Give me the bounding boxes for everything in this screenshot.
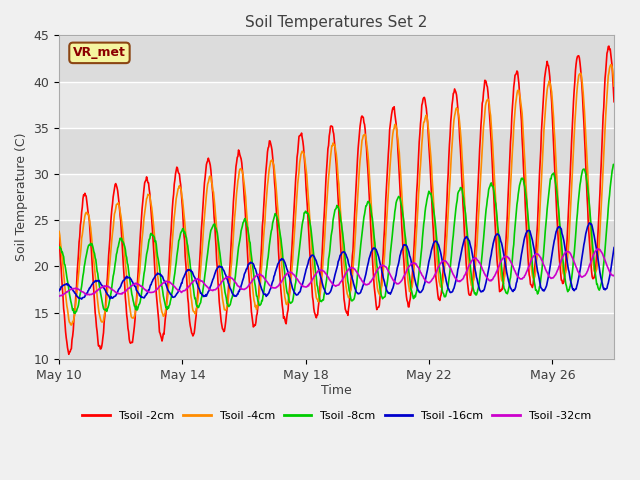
Tsoil -2cm (605, 43, 612, 49)
Tsoil -2cm (76, 234, 84, 240)
Tsoil -16cm (258, 286, 266, 292)
Tsoil -16cm (186, 268, 194, 274)
Tsoil -32cm (76, 287, 83, 292)
Tsoil -4cm (371, 248, 378, 253)
Bar (59, 312, 614, 359)
Tsoil -8cm (258, 298, 266, 303)
Tsoil -2cm (55, 235, 63, 240)
Tsoil -32cm (593, 246, 601, 252)
Tsoil -4cm (610, 83, 618, 89)
Tsoil -8cm (186, 264, 194, 269)
Tsoil -32cm (257, 272, 265, 278)
Line: Tsoil -8cm: Tsoil -8cm (59, 164, 614, 313)
Tsoil -2cm (610, 99, 618, 105)
Tsoil -16cm (76, 296, 83, 301)
Line: Tsoil -2cm: Tsoil -2cm (59, 46, 614, 354)
Bar (59, 128, 614, 174)
Tsoil -16cm (287, 280, 295, 286)
Tsoil -16cm (504, 276, 512, 282)
Bar (59, 36, 614, 82)
Tsoil -8cm (609, 161, 617, 167)
Tsoil -32cm (186, 283, 193, 289)
Y-axis label: Soil Temperature (C): Soil Temperature (C) (15, 133, 28, 262)
Tsoil -2cm (504, 196, 512, 202)
Tsoil -8cm (610, 162, 618, 168)
Legend: Tsoil -2cm, Tsoil -4cm, Tsoil -8cm, Tsoil -16cm, Tsoil -32cm: Tsoil -2cm, Tsoil -4cm, Tsoil -8cm, Tsoi… (77, 407, 596, 425)
Tsoil -16cm (55, 288, 63, 294)
Tsoil -4cm (186, 286, 194, 292)
Line: Tsoil -16cm: Tsoil -16cm (59, 223, 614, 299)
Tsoil -4cm (76, 257, 84, 263)
Tsoil -2cm (65, 351, 72, 357)
Line: Tsoil -32cm: Tsoil -32cm (59, 249, 614, 296)
Tsoil -4cm (504, 234, 512, 240)
Tsoil -32cm (610, 273, 618, 278)
Tsoil -4cm (607, 62, 614, 68)
Tsoil -4cm (68, 322, 76, 328)
Line: Tsoil -4cm: Tsoil -4cm (59, 65, 614, 325)
Tsoil -2cm (287, 255, 295, 261)
Tsoil -32cm (55, 293, 63, 299)
Tsoil -8cm (287, 300, 295, 305)
Tsoil -4cm (55, 228, 63, 234)
Tsoil -2cm (371, 284, 378, 289)
Tsoil -8cm (72, 310, 79, 316)
Tsoil -16cm (78, 296, 86, 302)
Title: Soil Temperatures Set 2: Soil Temperatures Set 2 (245, 15, 428, 30)
X-axis label: Time: Time (321, 384, 352, 397)
Tsoil -4cm (287, 275, 295, 281)
Tsoil -16cm (610, 245, 618, 251)
Tsoil -32cm (287, 269, 294, 275)
Tsoil -4cm (258, 263, 266, 269)
Tsoil -32cm (370, 275, 378, 280)
Text: VR_met: VR_met (73, 47, 126, 60)
Tsoil -2cm (258, 240, 266, 246)
Tsoil -16cm (586, 220, 593, 226)
Tsoil -8cm (76, 293, 84, 299)
Tsoil -32cm (504, 254, 511, 260)
Tsoil -8cm (504, 289, 512, 295)
Tsoil -16cm (371, 245, 378, 251)
Tsoil -8cm (55, 245, 63, 251)
Tsoil -8cm (371, 235, 378, 240)
Bar (59, 220, 614, 266)
Tsoil -2cm (186, 323, 194, 329)
